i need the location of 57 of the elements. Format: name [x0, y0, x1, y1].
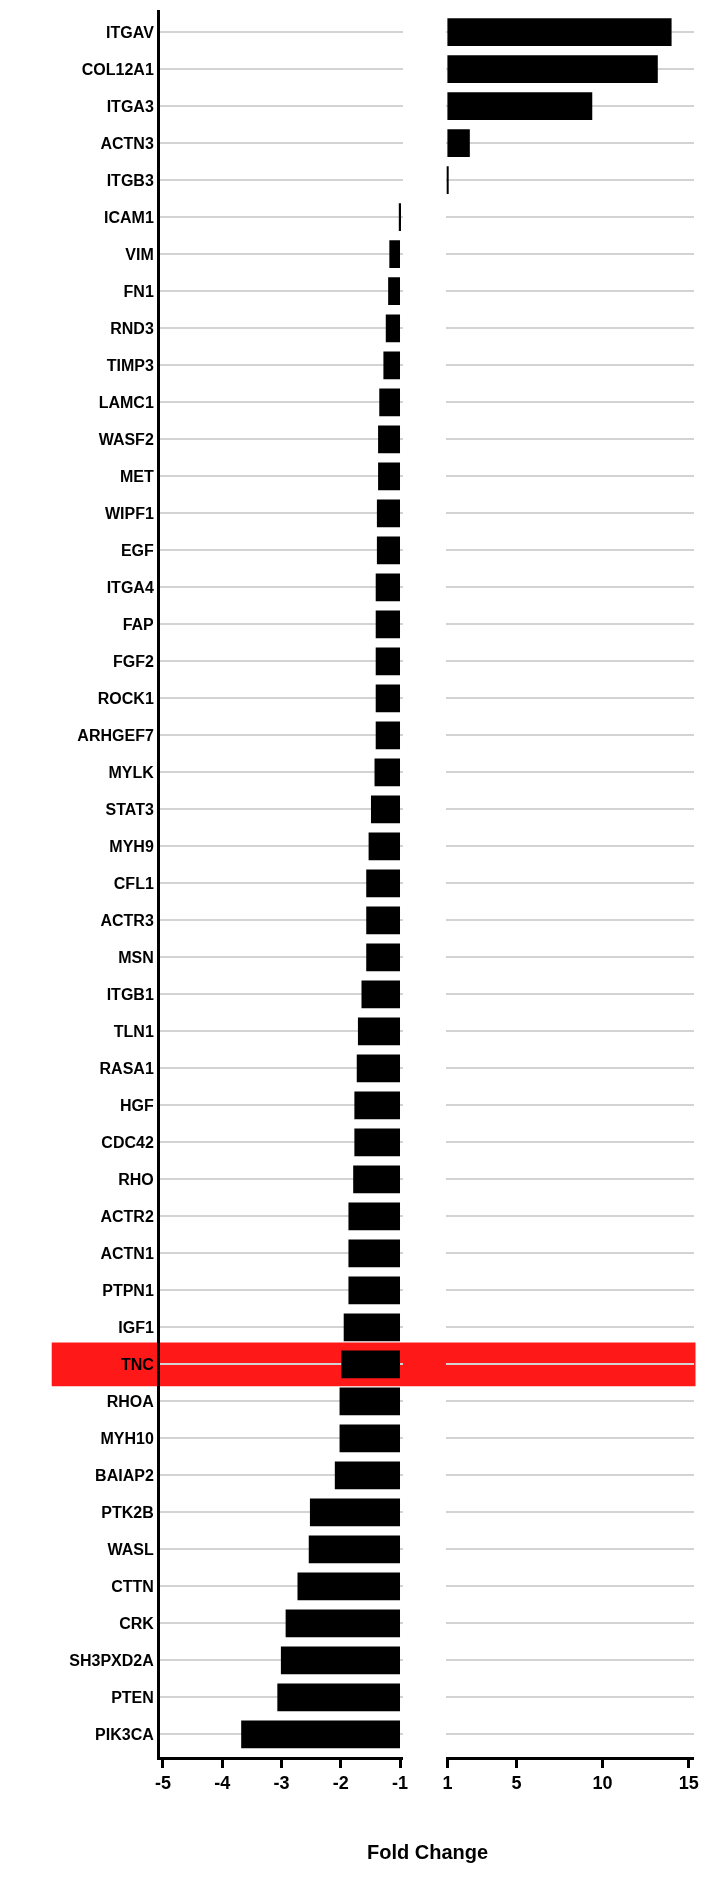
y-tick-label: COL12A1 [81, 60, 154, 78]
x-axis-title: Fold Change [367, 1841, 489, 1863]
x-tick-label: 5 [511, 1773, 522, 1794]
y-tick-label: ICAM1 [104, 208, 154, 226]
y-tick-label: LAMC1 [98, 393, 154, 411]
y-tick-label: MSN [118, 948, 154, 966]
x-tick-label: -1 [392, 1773, 409, 1794]
y-tick-label: EGF [120, 541, 155, 559]
y-tick-label: IGF1 [118, 1319, 154, 1337]
y-tick-label: CFL1 [113, 874, 154, 892]
y-tick-label: ACTN3 [100, 134, 154, 152]
x-tick-label: 10 [592, 1773, 613, 1794]
y-tick-label: ROCK1 [97, 689, 154, 707]
y-tick-label: TLN1 [113, 1022, 154, 1040]
y-tick-label: ITGB3 [106, 171, 154, 189]
y-tick-label: TIMP3 [106, 356, 154, 374]
y-tick-label: PTPN1 [102, 1282, 154, 1300]
y-tick-label: MYH9 [109, 837, 154, 855]
x-tick-label: -5 [154, 1773, 171, 1794]
y-tick-label: SH3PXD2A [69, 1652, 155, 1670]
y-tick-label: ACTN1 [100, 1245, 154, 1263]
y-tick-label: BAIAP2 [95, 1467, 154, 1485]
y-tick-label: FGF2 [112, 652, 154, 670]
y-tick-label: RND3 [110, 319, 154, 337]
y-tick-label: FN1 [123, 282, 154, 300]
y-tick-label: PTK2B [101, 1504, 154, 1522]
y-tick-label: PTEN [111, 1689, 154, 1707]
y-tick-label: ARHGEF7 [77, 726, 154, 744]
y-tick-label: CDC42 [101, 1133, 154, 1151]
y-tick-label: ACTR2 [100, 1208, 154, 1225]
y-tick-label: HGF [120, 1096, 155, 1114]
y-tick-label: ITGA4 [106, 578, 154, 596]
y-tick-label: MYLK [108, 763, 155, 781]
y-tick-label: WASL [107, 1541, 155, 1559]
y-tick-label: MYH10 [100, 1430, 154, 1448]
y-tick-label: WIPF1 [104, 504, 154, 522]
y-tick-label: MET [120, 467, 155, 485]
y-tick-label: CTTN [111, 1578, 154, 1596]
y-tick-label: ITGA3 [106, 97, 154, 115]
y-tick-label: RASA1 [99, 1059, 154, 1077]
y-tick-label: ACTR3 [100, 911, 154, 929]
x-tick-label: 15 [678, 1773, 699, 1794]
x-tick-label: -4 [214, 1773, 231, 1794]
x-tick-label: -3 [273, 1773, 290, 1794]
y-tick-label: ITGB1 [106, 985, 154, 1003]
y-tick-label: PIK3CA [95, 1726, 155, 1744]
x-tick-label: 1 [442, 1773, 453, 1794]
y-tick-label: FAP [122, 615, 155, 633]
x-tick-label: -2 [332, 1773, 349, 1794]
y-tick-label: ITGAV [106, 23, 155, 41]
y-tick-label: STAT3 [105, 800, 154, 818]
y-tick-label: WASF2 [98, 430, 154, 448]
y-tick-label: VIM [125, 245, 154, 263]
y-tick-label: RHOA [106, 1393, 155, 1411]
y-tick-label: TNC [120, 1356, 155, 1374]
y-tick-label: RHO [118, 1171, 154, 1188]
y-tick-label: CRK [119, 1615, 155, 1633]
